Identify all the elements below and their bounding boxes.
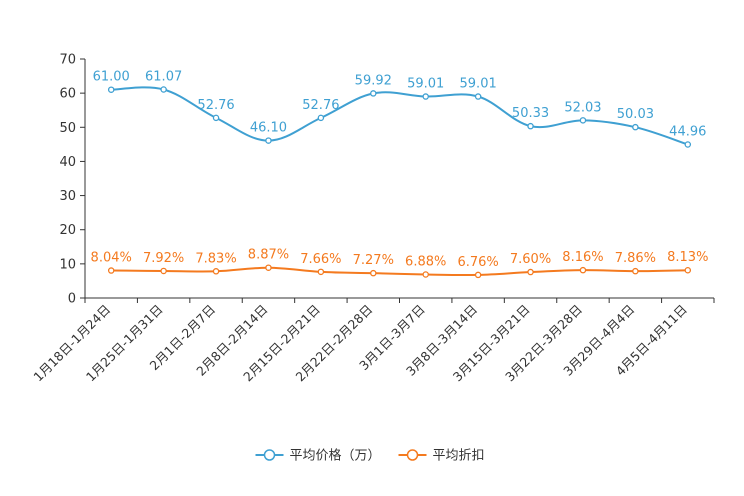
legend: 平均价格（万） 平均折扣 — [255, 448, 485, 464]
series-line — [111, 86, 689, 146]
data-point[interactable] — [212, 114, 220, 122]
data-label: 50.03 — [617, 107, 654, 122]
data-point[interactable] — [265, 137, 272, 144]
legend-item-1[interactable]: 平均价格（万） — [255, 448, 381, 464]
data-label: 7.83% — [195, 251, 236, 266]
data-label: 61.00 — [93, 70, 130, 85]
data-point[interactable] — [684, 266, 692, 274]
data-point[interactable] — [527, 268, 534, 276]
data-label: 7.66% — [300, 252, 341, 267]
data-point[interactable] — [422, 271, 429, 278]
y-tick-label: 40 — [59, 155, 76, 170]
data-point[interactable] — [632, 123, 639, 131]
data-point[interactable] — [317, 114, 325, 122]
data-point[interactable] — [370, 90, 377, 97]
data-point[interactable] — [422, 93, 429, 100]
data-point[interactable] — [527, 122, 534, 130]
data-point[interactable] — [579, 266, 587, 274]
series-1: 61.00 61.07 52.76 46.10 52.76 59.92 59.01 59.01… — [93, 69, 706, 148]
data-label: 52.76 — [197, 98, 234, 113]
data-point[interactable] — [474, 93, 482, 100]
data-point[interactable] — [474, 271, 482, 279]
data-label: 59.01 — [407, 77, 444, 92]
data-label: 8.04% — [91, 251, 132, 266]
data-point[interactable] — [265, 264, 272, 271]
data-label: 59.92 — [355, 73, 392, 88]
y-axis-ticks: 0 10 20 30 40 50 60 70 — [59, 53, 85, 307]
data-label: 46.10 — [250, 121, 287, 136]
y-tick-label: 60 — [59, 87, 76, 102]
data-label: 8.16% — [562, 250, 603, 265]
data-label: 7.92% — [143, 251, 184, 266]
series-2: 8.04% 7.92% 7.83% 8.87% 7.66% 7.27% 6.88% 6.76%… — [91, 248, 708, 279]
legend-label: 平均价格（万） — [290, 448, 381, 464]
data-point[interactable] — [317, 268, 325, 276]
data-label: 59.01 — [460, 77, 497, 92]
data-label: 6.76% — [457, 255, 498, 270]
y-tick-label: 10 — [59, 257, 76, 272]
data-label: 7.86% — [615, 251, 656, 266]
y-tick-label: 70 — [59, 53, 76, 68]
data-point[interactable] — [160, 267, 167, 275]
y-tick-label: 0 — [68, 292, 76, 307]
data-point[interactable] — [579, 117, 587, 124]
legend-item-2[interactable]: 平均折扣 — [398, 449, 485, 464]
data-label: 50.33 — [512, 106, 549, 121]
data-label: 8.13% — [667, 250, 708, 265]
y-tick-label: 50 — [59, 121, 76, 136]
data-point[interactable] — [632, 267, 639, 275]
data-label: 61.07 — [145, 69, 182, 84]
data-point[interactable] — [107, 267, 115, 274]
data-label: 44.96 — [669, 124, 706, 139]
data-point[interactable] — [370, 269, 377, 277]
data-point[interactable] — [212, 268, 220, 275]
data-point[interactable] — [160, 86, 167, 93]
legend-marker — [263, 449, 276, 461]
series-line — [111, 266, 688, 277]
legend-marker — [406, 449, 419, 461]
data-label: 52.03 — [564, 100, 601, 115]
data-point[interactable] — [107, 86, 115, 93]
legend-label: 平均折扣 — [433, 449, 485, 464]
data-label: 8.87% — [248, 248, 289, 263]
y-tick-label: 30 — [59, 189, 76, 204]
data-point[interactable] — [684, 141, 692, 148]
y-tick-label: 20 — [59, 223, 76, 238]
data-label: 7.60% — [510, 252, 551, 267]
data-label: 52.76 — [302, 98, 339, 113]
data-label: 6.88% — [405, 255, 446, 270]
x-axis-ticks: 1月18日-1月24日1月25日-1月31日2月1日-2月7日2月8日-2月14… — [30, 298, 715, 384]
series-group: 61.00 61.07 52.76 46.10 52.76 59.92 59.01 59.01… — [91, 69, 708, 279]
data-label: 7.27% — [353, 253, 394, 268]
